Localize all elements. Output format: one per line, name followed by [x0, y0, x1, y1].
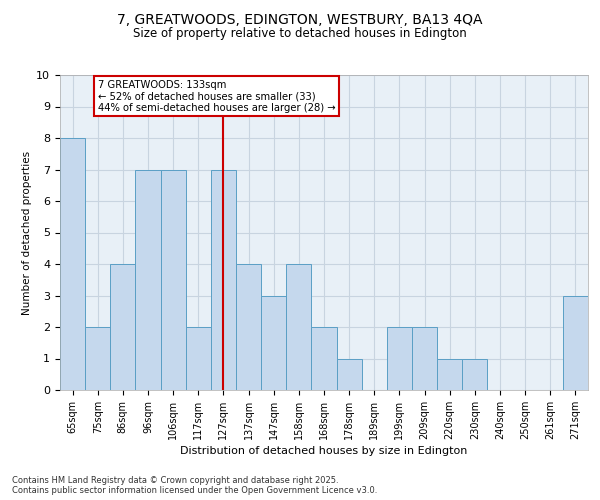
Bar [161, 170, 186, 390]
Text: 7, GREATWOODS, EDINGTON, WESTBURY, BA13 4QA: 7, GREATWOODS, EDINGTON, WESTBURY, BA13 … [117, 12, 483, 26]
Text: Size of property relative to detached houses in Edington: Size of property relative to detached ho… [133, 28, 467, 40]
Bar [337, 358, 362, 390]
Bar [186, 327, 211, 390]
Bar [437, 358, 462, 390]
Bar [110, 264, 136, 390]
Bar [85, 327, 110, 390]
Bar [136, 170, 161, 390]
Bar [286, 264, 311, 390]
Bar [236, 264, 261, 390]
Text: 7 GREATWOODS: 133sqm
← 52% of detached houses are smaller (33)
44% of semi-detac: 7 GREATWOODS: 133sqm ← 52% of detached h… [98, 80, 335, 113]
Bar [60, 138, 85, 390]
Text: Contains HM Land Registry data © Crown copyright and database right 2025.
Contai: Contains HM Land Registry data © Crown c… [12, 476, 377, 495]
Bar [211, 170, 236, 390]
Bar [387, 327, 412, 390]
Bar [412, 327, 437, 390]
Bar [563, 296, 588, 390]
Y-axis label: Number of detached properties: Number of detached properties [22, 150, 32, 314]
Bar [261, 296, 286, 390]
X-axis label: Distribution of detached houses by size in Edington: Distribution of detached houses by size … [181, 446, 467, 456]
Bar [462, 358, 487, 390]
Bar [311, 327, 337, 390]
